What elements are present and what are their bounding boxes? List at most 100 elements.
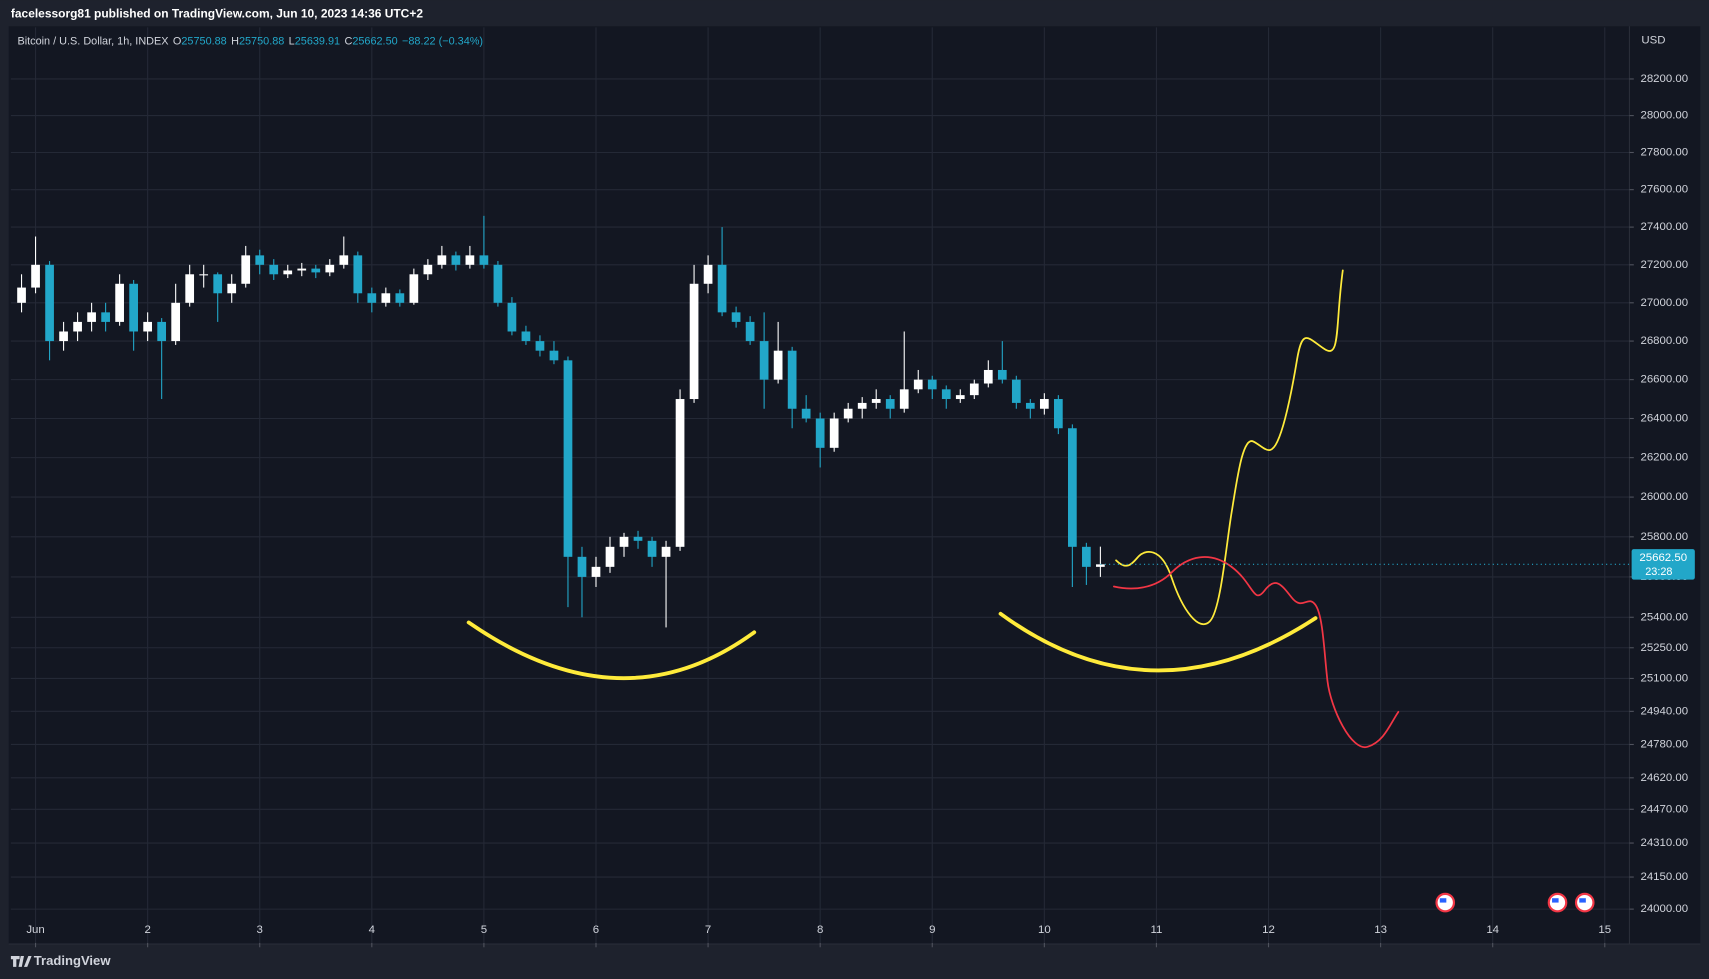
y-tick-label: 28000.00 — [1640, 110, 1688, 122]
symbol: Bitcoin / U.S. Dollar, 1h, INDEX — [17, 35, 169, 47]
candle-body — [619, 536, 629, 547]
y-tick-label: 28200.00 — [1640, 73, 1688, 85]
candle-body — [87, 312, 96, 322]
y-tick-label: 27000.00 — [1640, 297, 1688, 309]
candle-body — [157, 321, 167, 342]
event-flags — [1435, 892, 1595, 913]
candle-body — [1053, 399, 1063, 429]
candle-body — [297, 268, 307, 271]
x-tick-label: 11 — [1150, 924, 1162, 936]
candle-body — [199, 274, 209, 276]
y-tick-label: 26000.00 — [1640, 491, 1688, 503]
high-value: 25750.88 — [239, 35, 284, 47]
y-tick-label: 24780.00 — [1640, 738, 1688, 750]
change-value: −88.22 (−0.34%) — [402, 35, 483, 47]
candle-body — [311, 268, 321, 273]
drawing-path — [1115, 269, 1344, 625]
drawing-arc — [466, 620, 757, 681]
x-tick-label: 6 — [593, 924, 599, 936]
candle-body — [507, 302, 517, 332]
candle-body — [437, 255, 447, 265]
low-value: 25639.91 — [295, 35, 340, 47]
x-tick-label: 7 — [705, 924, 711, 936]
flag-canton — [1579, 898, 1586, 903]
low-label: L — [289, 35, 295, 47]
candle-body — [479, 255, 489, 265]
candle-body — [465, 255, 475, 265]
candle-body — [787, 350, 797, 409]
candle-body — [661, 546, 671, 557]
y-tick-label: 25250.00 — [1640, 642, 1688, 654]
x-tick-label: 9 — [929, 924, 935, 936]
y-tick-label: 26400.00 — [1640, 413, 1688, 425]
candle-body — [549, 350, 559, 361]
open-value: 25750.88 — [181, 35, 226, 47]
x-tick-label: 4 — [369, 924, 376, 936]
axes: 24000.00 24150.00 24310.00 24470.00 24620.00… — [26, 73, 1695, 948]
candle-body — [983, 369, 993, 384]
candle-body — [675, 399, 685, 547]
y-tick-label: 25400.00 — [1640, 611, 1688, 623]
candle-body — [171, 302, 181, 342]
bar-countdown: 23:28 — [1645, 566, 1672, 578]
y-tick-label: 24470.00 — [1640, 803, 1688, 815]
candle-body — [143, 321, 153, 332]
candle-body — [213, 274, 223, 294]
flag-canton — [1439, 898, 1447, 903]
candle-body — [997, 369, 1007, 380]
candle-body — [283, 270, 293, 275]
y-tick-label: 27600.00 — [1640, 184, 1688, 196]
drawing-arc — [998, 611, 1318, 673]
flag-canton — [1552, 898, 1559, 903]
candle-body — [913, 379, 923, 390]
candle-body — [269, 264, 279, 275]
candle-body — [647, 540, 657, 557]
candle-body — [535, 341, 545, 351]
x-tick-label: 14 — [1486, 924, 1499, 936]
x-tick-label: 15 — [1598, 924, 1611, 936]
candle-body — [31, 264, 40, 288]
candle-body — [1082, 546, 1091, 567]
last-price-label: 25662.50 — [1639, 552, 1687, 564]
brand-logo — [10, 955, 32, 967]
grid — [10, 27, 1630, 943]
candle-body — [815, 418, 825, 448]
candle-body — [241, 255, 251, 284]
y-tick-label: 25100.00 — [1640, 672, 1688, 684]
x-tick-label: 8 — [817, 924, 823, 936]
x-tick-label: 12 — [1262, 924, 1275, 936]
y-tick-label: 24000.00 — [1640, 903, 1688, 915]
candle-body — [17, 287, 26, 303]
y-tick-label: 26200.00 — [1640, 452, 1688, 464]
y-tick-label: 24310.00 — [1640, 837, 1688, 849]
candle-body — [703, 264, 713, 284]
candle-body — [843, 408, 853, 419]
candle-body — [59, 331, 68, 342]
candle-body — [255, 255, 265, 265]
candle-body — [325, 264, 335, 273]
candle-body — [955, 395, 965, 400]
last-price-tag — [1631, 549, 1695, 580]
candle-body — [563, 360, 573, 557]
candle-body — [1096, 564, 1105, 567]
x-tick-label: 13 — [1374, 924, 1387, 936]
brand-name: TradingView — [34, 953, 112, 968]
candle-body — [101, 312, 110, 322]
candle-body — [1011, 379, 1021, 403]
candle-body — [605, 546, 615, 567]
y-tick-label: 25800.00 — [1640, 531, 1688, 543]
close-label: C — [344, 35, 352, 47]
open-label: O — [173, 35, 181, 47]
candle-body — [493, 264, 503, 303]
candle-body — [927, 379, 937, 390]
candle-body — [227, 283, 237, 294]
candle-body — [409, 274, 419, 303]
chart-pane — [8, 26, 1701, 944]
candle-body — [899, 389, 909, 409]
x-tick-label: 2 — [144, 924, 150, 936]
candle-body — [591, 566, 601, 577]
currency-label: USD — [1641, 34, 1665, 46]
y-tick-label: 24940.00 — [1640, 705, 1688, 717]
x-tick-label: 10 — [1038, 924, 1051, 936]
